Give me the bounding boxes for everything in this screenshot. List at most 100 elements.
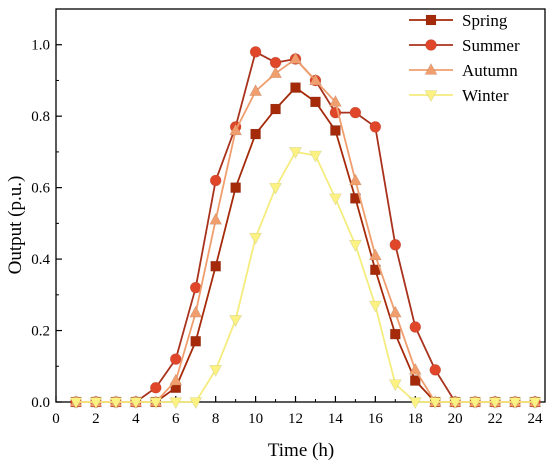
data-point-autumn [328,94,342,107]
data-point-winter [508,397,522,410]
legend-label-autumn: Autumn [462,61,518,80]
data-point-winter [488,397,502,410]
y-tick-label: 0.6 [31,181,50,197]
data-point-summer [209,174,222,187]
data-point-autumn [189,305,203,318]
data-point-winter [209,365,223,377]
data-point-autumn [289,51,303,64]
data-point-summer [409,321,422,333]
series-lines [69,46,542,410]
x-tick-label: 2 [92,411,100,427]
data-point-winter [189,397,203,410]
legend-item-winter: Winter [409,86,509,105]
data-point-winter [448,397,462,410]
data-point-spring [330,125,341,136]
legend-label-spring: Spring [462,11,508,30]
data-point-spring [409,375,421,386]
series-autumn [69,51,542,407]
x-tick-label: 20 [448,411,463,427]
series-line-spring [76,86,535,403]
x-tick-label: 16 [368,411,384,427]
x-tick-label: 12 [288,411,303,427]
y-axis-label: Output (p.u.) [5,176,26,275]
series-line-winter [76,150,535,403]
x-tick-label: 24 [528,411,544,427]
y-tick-label: 1.0 [31,38,50,54]
legend-item-summer: Summer [409,36,520,55]
data-point-summer [369,121,382,133]
data-point-spring [270,103,281,115]
legend-label-summer: Summer [462,36,520,55]
legend-marker-spring [425,14,437,26]
x-tick-label: 10 [248,411,263,427]
data-point-spring [190,335,202,347]
data-point-autumn [169,373,183,386]
legend: Spring Summer Autumn Winter [409,11,520,105]
data-point-spring [290,82,301,93]
data-point-spring [230,182,241,193]
legend-marker-autumn [424,62,438,75]
data-point-summer [169,353,182,365]
data-point-summer [249,46,262,58]
data-point-winter [229,315,243,327]
data-point-winter [348,240,362,252]
data-point-autumn [269,66,283,79]
plot-frame [55,8,546,403]
data-point-winter [69,397,83,410]
data-point-summer [149,381,162,394]
data-point-winter [169,397,183,410]
data-point-autumn [229,123,243,136]
data-point-winter [408,397,422,410]
data-point-winter [149,397,163,410]
data-point-spring [310,96,321,108]
axes [55,8,546,403]
x-tick-label: 0 [52,411,60,427]
x-tick-label: 8 [212,411,220,427]
legend-marker-summer [425,39,437,51]
data-point-autumn [408,362,422,375]
x-tick-label: 14 [328,411,344,427]
data-point-winter [269,182,283,195]
data-point-winter [289,147,303,160]
series-line-autumn [76,57,535,403]
data-point-autumn [388,305,402,318]
data-point-winter [428,397,442,410]
legend-item-autumn: Autumn [409,61,518,80]
data-point-winter [368,300,382,313]
data-point-winter [249,232,263,245]
x-tick-label: 22 [488,411,503,427]
y-tick-label: 0.8 [31,109,50,125]
data-point-spring [210,260,221,272]
data-point-autumn [249,84,263,96]
data-point-autumn [209,212,223,225]
x-tick-label: 18 [408,411,423,427]
y-tick-label: 0.4 [31,252,50,268]
legend-item-spring: Spring [409,11,508,30]
data-point-winter [388,379,402,392]
data-point-winter [468,397,482,410]
data-point-winter [109,397,123,410]
data-point-winter [129,397,143,410]
data-point-autumn [308,73,322,86]
data-point-winter [328,193,342,206]
x-tick-label: 4 [132,411,140,427]
ticks: 0 2 4 6 8 10 12 14 16 18 20 22 240.00.20.40.60.81.0 [31,38,543,427]
data-point-summer [349,106,362,119]
y-tick-label: 0.0 [31,395,50,411]
data-point-autumn [368,248,382,261]
x-tick-label: 6 [172,411,180,427]
data-point-autumn [348,173,362,186]
series-spring [70,82,541,408]
data-point-winter [308,150,322,163]
data-point-summer [429,364,442,376]
data-point-spring [250,128,261,140]
data-point-summer [389,239,402,251]
legend-marker-winter [424,90,438,103]
x-axis-label: Time (h) [268,440,334,461]
legend-label-winter: Winter [462,86,509,105]
y-tick-label: 0.2 [31,324,50,340]
series-winter [69,147,542,410]
data-point-winter [528,397,542,410]
data-point-winter [89,397,103,410]
